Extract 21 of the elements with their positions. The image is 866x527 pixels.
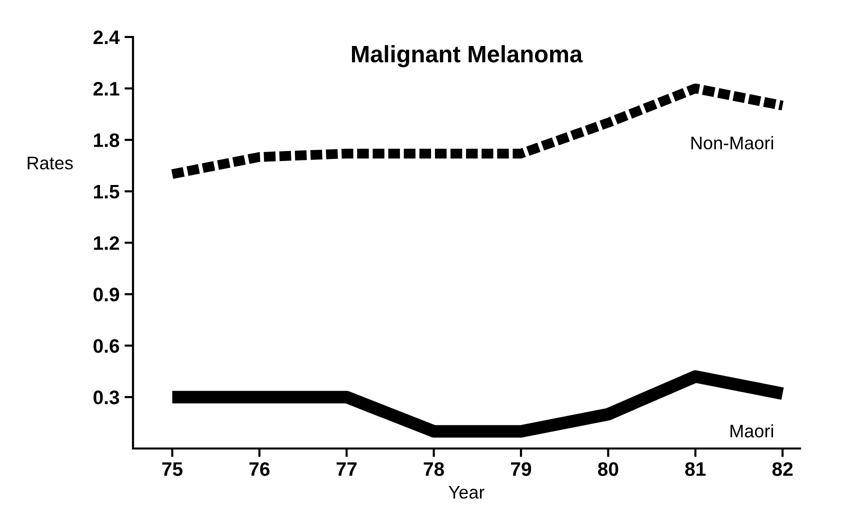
x-axis-title: Year <box>448 486 484 499</box>
y-tick-label: 2.1 <box>93 82 120 96</box>
x-tick-label: 77 <box>336 462 357 476</box>
x-tick-label: 82 <box>772 462 793 476</box>
x-tick-label: 76 <box>249 462 270 476</box>
y-axis-title: Rates <box>28 156 73 170</box>
y-tick-label: 0.3 <box>94 390 120 404</box>
x-tick-label: 79 <box>511 462 532 476</box>
y-tick-label: 2.4 <box>93 30 120 44</box>
x-tick-label: 80 <box>598 462 618 476</box>
y-tick-label: 0.9 <box>94 288 120 302</box>
x-tick-label: 75 <box>162 462 183 476</box>
y-tick-label: 1.2 <box>94 236 120 250</box>
y-tick-label: 1.8 <box>94 133 120 148</box>
chart-title: Malignant Melanoma <box>352 45 583 68</box>
x-tick-label: 81 <box>685 462 706 476</box>
y-tick-label: 0.6 <box>94 339 120 353</box>
series-label: Non-Maori <box>691 136 774 150</box>
series-label: Maori <box>730 424 774 438</box>
x-tick-label: 78 <box>424 462 444 476</box>
y-tick-label: 1.5 <box>94 184 120 199</box>
